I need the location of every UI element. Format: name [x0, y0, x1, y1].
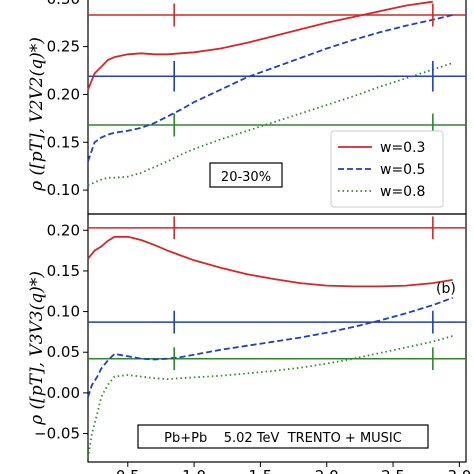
- y-axis-label-top: ρ ([pT], V2V2(q)*): [27, 37, 47, 192]
- bottom-xtick-label: 3.0: [447, 467, 471, 474]
- legend-frame: [330, 130, 444, 208]
- bottom-ytick-label: 0.05: [47, 343, 80, 361]
- bottom-ytick-label: 0.00: [47, 384, 80, 402]
- centrality-box: [209, 162, 283, 188]
- legend: w=0.3 w=0.5 w=0.8: [330, 130, 444, 208]
- panel-label-b: (b): [436, 281, 456, 297]
- top-ytick-label: 0.20: [47, 85, 80, 103]
- legend-label-w08: w=0.8: [380, 184, 425, 200]
- bottom-ytick-label: 0.20: [47, 221, 80, 239]
- panel-top: 0.100.150.200.250.30 ρ ([pT], V2V2(q)*) …: [27, 0, 467, 215]
- bottom-series-w05: [87, 296, 454, 398]
- top-series-w08: [87, 62, 453, 187]
- bottom-ytick-label: −0.05: [34, 425, 80, 443]
- top-ytick-label: 0.10: [47, 181, 80, 199]
- top-ytick-label: 0.25: [47, 38, 80, 56]
- panel-bottom-frame: [87, 213, 467, 463]
- legend-label-w05: w=0.5: [380, 162, 425, 178]
- y-axis-label-bottom: ρ ([pT], V3V3(q)*): [27, 271, 47, 426]
- top-ytick-label: 0.15: [47, 133, 80, 151]
- top-series-w03: [87, 0, 433, 91]
- top-ytick-label: 0.30: [47, 0, 80, 8]
- bottom-ytick-label: 0.10: [47, 303, 80, 321]
- system-label: Pb+Pb 5.02 TeV TRENTO + MUSIC: [164, 431, 402, 446]
- centrality-label: 20-30%: [221, 170, 271, 185]
- bottom-xtick-label: 0.5: [116, 467, 140, 474]
- system-box: [137, 424, 429, 449]
- bottom-xtick-label: 2.0: [315, 467, 339, 474]
- panel-bottom: −0.05 0.00 0.05 0.10 0.15 0.20 0.5 1.0 1.5 2.0 2.…: [27, 213, 471, 474]
- bottom-ytick-label: 0.15: [47, 262, 80, 280]
- bottom-xtick-label: 2.5: [381, 467, 405, 474]
- bottom-xtick-label: 1.0: [182, 467, 206, 474]
- bottom-series-w03: [87, 235, 453, 288]
- top-series-w05: [87, 14, 453, 162]
- legend-label-w03: w=0.3: [380, 140, 425, 156]
- bottom-xtick-label: 1.5: [248, 467, 272, 474]
